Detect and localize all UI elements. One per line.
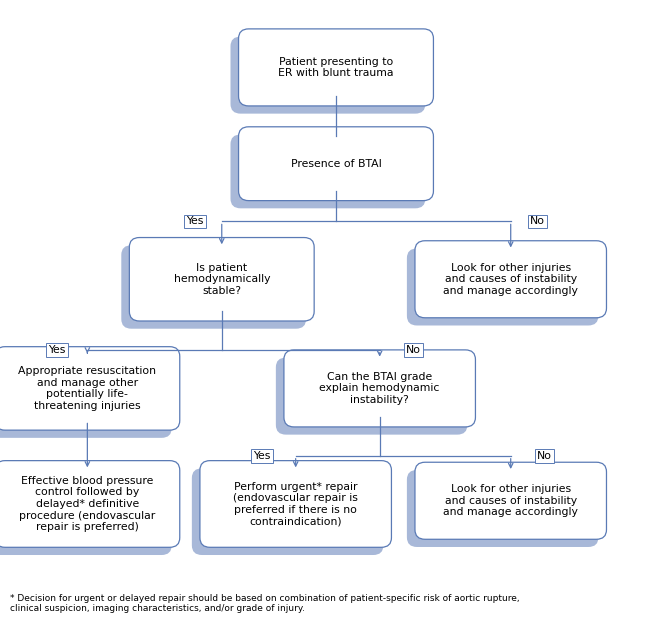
FancyBboxPatch shape (276, 358, 467, 435)
FancyBboxPatch shape (121, 245, 306, 329)
Text: No: No (537, 451, 552, 461)
FancyBboxPatch shape (407, 470, 599, 547)
FancyBboxPatch shape (415, 462, 606, 539)
FancyBboxPatch shape (0, 347, 180, 430)
FancyBboxPatch shape (0, 469, 172, 555)
Text: Look for other injuries
and causes of instability
and manage accordingly: Look for other injuries and causes of in… (444, 263, 578, 296)
Text: Yes: Yes (186, 216, 204, 227)
Text: Can the BTAI grade
explain hemodynamic
instability?: Can the BTAI grade explain hemodynamic i… (319, 372, 440, 405)
Text: * Decision for urgent or delayed repair should be based on combination of patien: * Decision for urgent or delayed repair … (10, 594, 519, 613)
Text: Perform urgent* repair
(endovascular repair is
preferred if there is no
contrain: Perform urgent* repair (endovascular rep… (233, 482, 358, 526)
FancyBboxPatch shape (407, 248, 599, 325)
Text: Presence of BTAI: Presence of BTAI (290, 159, 382, 169)
FancyBboxPatch shape (239, 29, 433, 106)
Text: No: No (406, 345, 421, 355)
FancyBboxPatch shape (230, 37, 425, 114)
FancyBboxPatch shape (239, 127, 433, 200)
FancyBboxPatch shape (0, 461, 180, 547)
FancyBboxPatch shape (129, 238, 314, 321)
Text: Is patient
hemodynamically
stable?: Is patient hemodynamically stable? (173, 263, 270, 296)
Text: Patient presenting to
ER with blunt trauma: Patient presenting to ER with blunt trau… (278, 56, 394, 78)
Text: Yes: Yes (48, 345, 66, 355)
FancyBboxPatch shape (230, 135, 425, 208)
Text: Look for other injuries
and causes of instability
and manage accordingly: Look for other injuries and causes of in… (444, 484, 578, 517)
Text: Yes: Yes (253, 451, 271, 461)
Text: Appropriate resuscitation
and manage other
potentially life-
threatening injurie: Appropriate resuscitation and manage oth… (18, 366, 157, 411)
Text: No: No (530, 216, 545, 227)
Text: Effective blood pressure
control followed by
delayed* definitive
procedure (endo: Effective blood pressure control followe… (19, 476, 155, 532)
FancyBboxPatch shape (0, 354, 172, 438)
FancyBboxPatch shape (192, 469, 383, 555)
FancyBboxPatch shape (284, 350, 475, 427)
FancyBboxPatch shape (415, 241, 606, 318)
FancyBboxPatch shape (200, 461, 391, 547)
